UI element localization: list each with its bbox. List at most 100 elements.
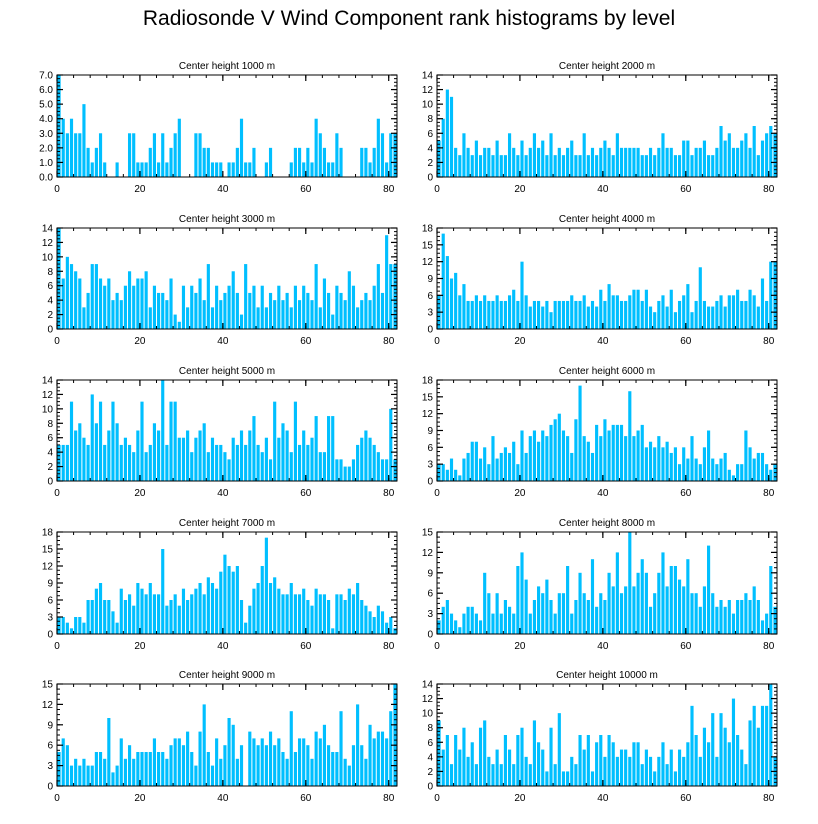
histogram-bar	[136, 752, 140, 786]
histogram-bar	[611, 742, 615, 786]
histogram-bar	[624, 586, 628, 634]
histogram-bar	[306, 745, 310, 786]
histogram-bar	[483, 572, 487, 634]
histogram-bar	[466, 606, 470, 634]
histogram-bar	[152, 738, 157, 786]
histogram-bar	[665, 764, 669, 786]
histogram-bar	[202, 147, 206, 177]
histogram-bar	[599, 593, 603, 634]
histogram-bar	[578, 155, 582, 177]
histogram-bar	[765, 133, 769, 177]
histogram-bar	[507, 295, 512, 329]
histogram-bar	[231, 724, 235, 786]
histogram-bar	[123, 437, 127, 481]
histogram-bar	[235, 444, 239, 481]
histogram-bar	[537, 441, 541, 481]
histogram-bar	[756, 155, 760, 177]
histogram-bar	[669, 452, 673, 481]
histogram-bar	[736, 735, 740, 786]
histogram-bar	[528, 306, 532, 329]
histogram-bar	[136, 583, 140, 634]
x-tick-label: 40	[597, 336, 609, 347]
histogram-bar	[595, 742, 599, 786]
histogram-bar	[322, 147, 327, 177]
histogram-bar	[686, 140, 690, 177]
histogram-bar	[165, 162, 169, 177]
y-tick-label: 18	[422, 376, 434, 387]
histogram-bar	[285, 430, 289, 481]
histogram-bar	[458, 627, 462, 634]
histogram-bar	[90, 394, 94, 481]
histogram-bar	[599, 289, 603, 329]
histogram-bar	[694, 300, 698, 329]
histogram-bar	[115, 162, 119, 177]
histogram-bar	[264, 437, 268, 481]
histogram-bar	[454, 469, 458, 481]
y-tick-label: 14	[422, 71, 434, 82]
histogram-bar	[215, 444, 219, 481]
histogram-bar	[528, 764, 532, 786]
histogram-bar	[607, 430, 611, 481]
histogram-bar	[202, 704, 206, 786]
histogram-bar	[94, 752, 98, 786]
histogram-bar	[273, 401, 277, 481]
histogram-bar	[607, 284, 611, 329]
histogram-bar	[545, 436, 549, 481]
histogram-bar	[719, 126, 723, 177]
y-tick-label: 0	[427, 477, 433, 488]
y-tick-label: 14	[42, 376, 54, 387]
x-tick-label: 80	[763, 336, 775, 347]
histogram-bar	[582, 133, 586, 177]
y-tick-label: 0	[427, 325, 433, 336]
histogram-bar	[731, 475, 736, 481]
x-tick-label: 60	[680, 336, 692, 347]
histogram-bar	[603, 756, 607, 786]
histogram-bar	[682, 295, 686, 329]
histogram-bar	[78, 278, 82, 329]
y-tick-label: 12	[42, 390, 54, 401]
histogram-bar	[310, 437, 314, 481]
y-tick-label: 15	[42, 545, 54, 556]
histogram-bar	[181, 745, 186, 786]
histogram-bar	[389, 408, 393, 481]
histogram-bar	[499, 300, 503, 329]
histogram-bar	[570, 295, 574, 329]
histogram-bar	[603, 419, 607, 481]
y-tick-label: 12	[422, 257, 434, 268]
histogram-bar	[532, 720, 537, 786]
histogram-bar	[769, 469, 773, 481]
histogram-bar	[123, 758, 127, 786]
histogram-bar	[449, 278, 454, 329]
histogram-bar	[574, 419, 578, 481]
histogram-bar	[478, 300, 483, 329]
y-tick-label: 5.0	[39, 100, 53, 111]
histogram-bar	[194, 588, 198, 634]
histogram-bar	[669, 749, 673, 786]
histogram-bar	[491, 436, 495, 481]
histogram-bar	[360, 437, 364, 481]
histogram-bar	[157, 752, 161, 786]
histogram-bar	[302, 588, 306, 634]
y-tick-label: 8	[427, 114, 433, 125]
histogram-bar	[215, 738, 219, 786]
histogram-bar	[653, 447, 657, 481]
histogram-bar	[711, 155, 715, 177]
histogram-bar	[744, 593, 748, 634]
histogram-bar	[566, 771, 570, 786]
histogram-bar	[289, 307, 293, 329]
histogram-bar	[69, 264, 74, 329]
histogram-bar	[495, 140, 499, 177]
histogram-bar	[744, 133, 748, 177]
histogram-bar	[619, 147, 624, 177]
histogram-bar	[206, 147, 210, 177]
histogram-bar	[239, 600, 244, 634]
histogram-bar	[756, 600, 760, 634]
y-tick-label: 12	[422, 85, 434, 96]
histogram-bar	[748, 720, 752, 786]
histogram-bar	[90, 264, 94, 329]
x-tick-label: 0	[434, 184, 440, 195]
histogram-bar	[619, 300, 624, 329]
histogram-bar	[707, 155, 711, 177]
histogram-bar	[769, 566, 773, 634]
histogram-bar	[586, 441, 590, 481]
